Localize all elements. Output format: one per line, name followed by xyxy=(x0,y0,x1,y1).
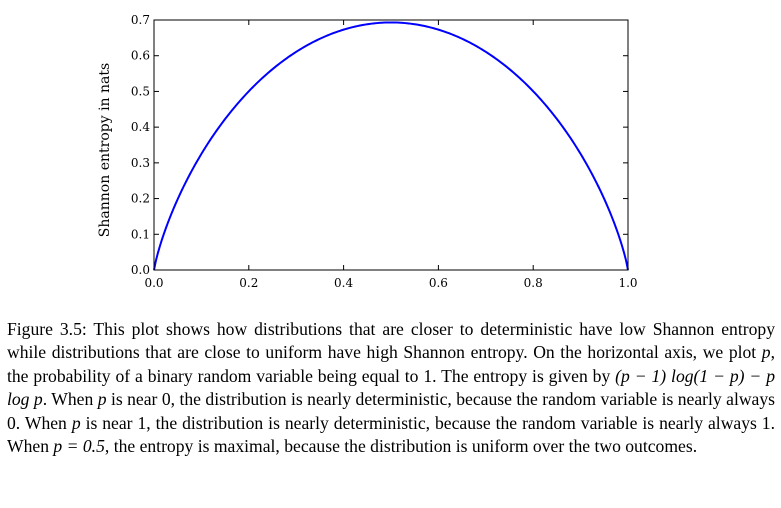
caption-text: , the probability of a binary random var… xyxy=(7,342,775,386)
entropy-chart: 0.0 0.2 0.4 0.6 0.8 1.0 0.0 0.1 0.2 0.3 0.4 0.5 0.6 0… xyxy=(97,13,638,290)
y-tick-label: 0.7 xyxy=(131,13,150,27)
caption-text: is near 1, the distribution is nearly de… xyxy=(7,412,776,457)
chart-series xyxy=(153,21,629,271)
x-tick-label: 0.0 xyxy=(144,276,163,290)
x-tick-label: 0.2 xyxy=(239,276,258,290)
caption-math-p: p xyxy=(97,389,107,410)
caption-math-p: p xyxy=(761,342,771,363)
x-tick-label: 0.6 xyxy=(429,276,448,290)
caption-math-p-half: p = 0.5 xyxy=(53,436,105,457)
y-axis-label: Shannon entropy in nats xyxy=(97,63,113,237)
y-tick-label: 0.4 xyxy=(131,120,150,134)
caption-text: , the entropy is maximal, because the di… xyxy=(104,436,698,457)
entropy-figure: 0.0 0.2 0.4 0.6 0.8 1.0 0.0 0.1 0.2 0.3 0.4 0.5 0.6 0… xyxy=(97,13,638,290)
caption-text: is near 0, the distribution is nearly de… xyxy=(7,389,776,433)
y-tick-label: 0.0 xyxy=(131,263,150,277)
y-tick-label: 0.5 xyxy=(131,84,150,98)
y-tick-label: 0.1 xyxy=(131,227,150,241)
caption-text: . When xyxy=(42,389,98,410)
x-tick-label: 0.4 xyxy=(334,276,353,290)
y-tick-label: 0.3 xyxy=(131,156,150,170)
chart-labels: 0.0 0.2 0.4 0.6 0.8 1.0 0.0 0.1 0.2 0.3 0.4 0.5 0.6 0… xyxy=(131,13,638,290)
caption-lead: Figure 3.5: This plot shows how distribu… xyxy=(7,319,775,363)
y-tick-label: 0.6 xyxy=(131,49,150,63)
x-tick-label: 0.8 xyxy=(524,276,543,290)
chart-ticks xyxy=(153,19,629,271)
x-tick-label: 1.0 xyxy=(618,276,637,290)
plot-frame xyxy=(153,19,629,271)
caption-entropy-formula: (p − 1) log(1 − p) − p log p xyxy=(7,365,775,410)
entropy-curve xyxy=(153,21,629,271)
figure-caption: Figure 3.5: This plot shows how distribu… xyxy=(7,318,775,458)
y-tick-label: 0.2 xyxy=(131,192,150,206)
caption-math-p: p xyxy=(71,412,81,433)
